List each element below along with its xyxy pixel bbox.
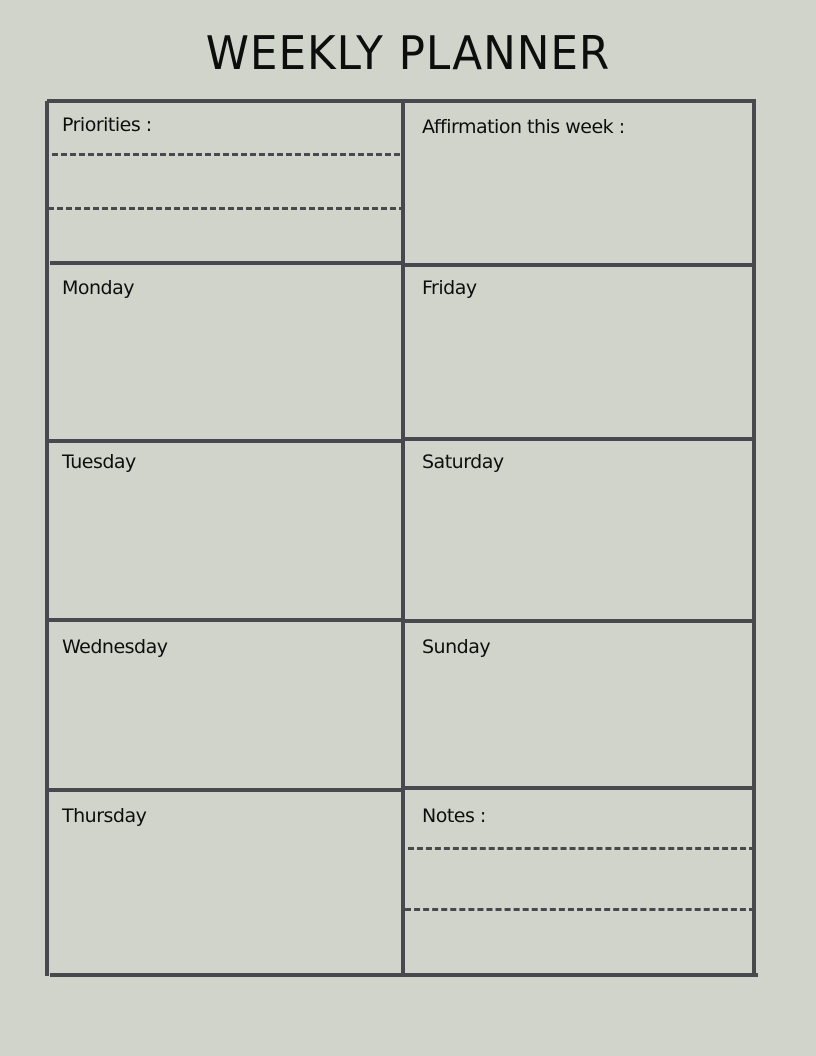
friday-label: Friday: [422, 277, 477, 299]
affirmation-label: Affirmation this week :: [422, 116, 625, 138]
border-bottom: [50, 973, 758, 977]
tuesday-label: Tuesday: [62, 451, 136, 473]
divider: [48, 788, 403, 792]
wednesday-label: Wednesday: [62, 636, 168, 658]
priorities-label: Priorities :: [62, 114, 152, 136]
sunday-label: Sunday: [422, 636, 491, 658]
divider: [403, 786, 755, 790]
notes-label: Notes :: [422, 805, 486, 827]
divider: [50, 261, 402, 265]
divider: [48, 439, 403, 443]
saturday-label: Saturday: [422, 451, 504, 473]
page-title: WEEKLY PLANNER: [205, 26, 611, 80]
divider-middle: [401, 99, 405, 975]
divider: [403, 437, 755, 441]
divider: [403, 619, 755, 623]
divider: [403, 263, 755, 267]
priority-line: [52, 153, 400, 156]
divider: [48, 618, 401, 622]
priority-line: [48, 207, 405, 210]
thursday-label: Thursday: [62, 805, 147, 827]
border-left: [45, 101, 49, 976]
monday-label: Monday: [62, 277, 135, 299]
notes-line: [405, 908, 755, 911]
border-right: [752, 99, 756, 976]
notes-line: [408, 847, 755, 850]
